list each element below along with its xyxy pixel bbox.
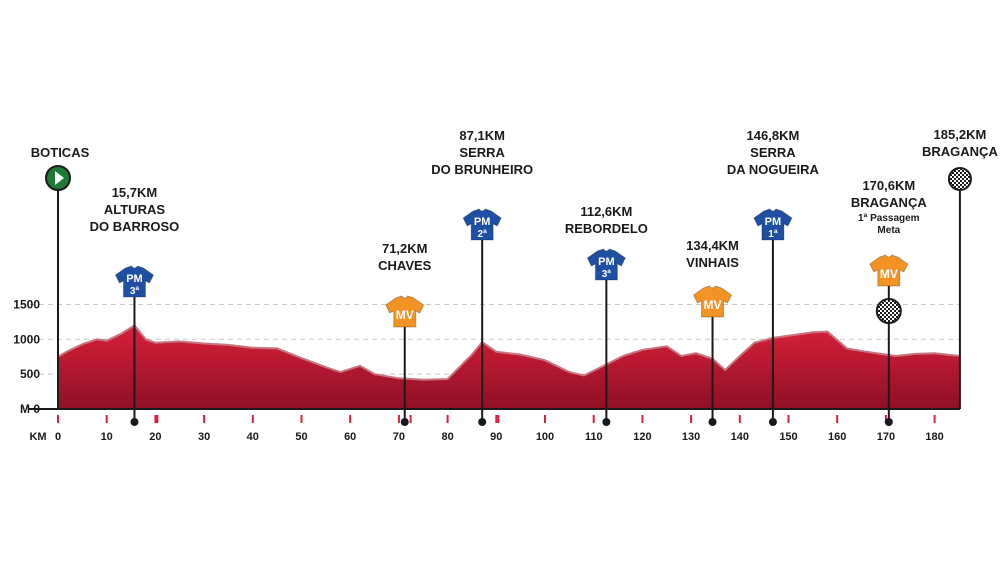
x-tick-label: 30 (198, 431, 210, 443)
start-label: BOTICAS (31, 145, 90, 160)
x-tick-label: 50 (295, 431, 307, 443)
x-tick-label: 180 (925, 431, 943, 443)
marker-km-label: 134,4KM (686, 238, 739, 253)
marker-dot (602, 418, 611, 426)
marker-name-label: VINHAIS (686, 255, 739, 270)
x-tick-label: 120 (633, 431, 651, 443)
x-tick-label: 10 (101, 431, 113, 443)
marker-km-label: 146,8KM (747, 128, 800, 143)
finish-flag-icon (947, 167, 972, 191)
sprint-jersey: MV (385, 295, 425, 328)
marker-name-label: DO BRUNHEIRO (431, 162, 533, 177)
marker-dot (884, 418, 893, 426)
x-tick-label: 60 (344, 431, 356, 443)
marker-name-label: CHAVES (378, 258, 432, 273)
marker-name-label: BRAGANÇA (851, 195, 927, 210)
marker-name-label: ALTURAS (104, 202, 165, 217)
y-tick-label: 1500 (13, 297, 40, 311)
marker-sub-label: Meta (877, 225, 900, 236)
marker-km-label: 170,6KM (862, 178, 915, 193)
jersey-label: PM (126, 273, 143, 285)
x-tick-label: 160 (828, 431, 846, 443)
marker-km-label: 87,1KM (459, 128, 505, 143)
marker-dot (768, 418, 777, 426)
jersey-category: 3ª (602, 269, 612, 280)
play-icon (55, 171, 64, 185)
marker-dot (478, 418, 487, 426)
jersey-label: MV (704, 298, 722, 312)
jersey-label: MV (396, 308, 414, 322)
jersey-icon (385, 295, 425, 328)
jersey-label: PM (765, 216, 782, 228)
jersey-category: 1ª (768, 229, 778, 240)
jersey-label: PM (598, 256, 615, 268)
finish-km-label: 185,2KM (934, 127, 987, 142)
sprint-jersey: MV (692, 285, 733, 318)
marker-sub-label: 1ª Passagem (858, 213, 920, 224)
x-tick-label: 90 (490, 431, 502, 443)
jersey-icon (586, 248, 627, 281)
y-tick-label: 1000 (13, 332, 40, 346)
x-tick-label: 20 (149, 431, 161, 443)
jersey-icon (114, 265, 155, 298)
axes: M 0 500 1000 1500 KM 0 10 20 30 40 50 60 70 80 90 100 11… (13, 297, 960, 443)
intermediate-finish-icon (875, 298, 902, 324)
marker-km-label: 71,2KM (382, 241, 428, 256)
y-tick-label: M 0 (20, 402, 40, 416)
marker-name-label: SERRA (750, 145, 796, 160)
x-tick-label: 0 (55, 431, 61, 443)
marker-dot (130, 418, 139, 426)
x-axis-label: KM (29, 431, 46, 443)
x-tick-label: 80 (441, 431, 453, 443)
marker-km-label: 15,7KM (112, 185, 158, 200)
x-tick-label: 40 (247, 431, 259, 443)
jersey-icon (753, 208, 793, 241)
jersey-category: 2ª (478, 229, 488, 240)
jersey-icon (869, 254, 909, 287)
marker-name-label: DA NOGUEIRA (727, 162, 820, 177)
marker-name-label: REBORDELO (565, 221, 648, 236)
x-tick-label: 150 (779, 431, 797, 443)
x-tick-label: 140 (731, 431, 749, 443)
marker-name-label: DO BARROSO (90, 219, 180, 234)
marker-name-label: SERRA (459, 145, 505, 160)
x-tick-label: 70 (393, 431, 405, 443)
y-tick-label: 500 (20, 367, 40, 381)
profile-outline (57, 324, 961, 381)
sprint-jersey: MV (869, 254, 909, 287)
jersey-category: 3ª (130, 286, 140, 297)
elevation-profile (57, 324, 961, 409)
x-tick-label: 110 (585, 431, 603, 443)
jersey-label: PM (474, 216, 491, 228)
jersey-label: MV (880, 267, 898, 281)
marker-km-label: 112,6KM (580, 204, 632, 219)
jersey-icon (692, 285, 733, 318)
finish-name-label: BRAGANÇA (922, 144, 998, 159)
x-tick-label: 130 (682, 431, 700, 443)
marker-dot (400, 418, 409, 426)
marker-dot (708, 418, 717, 426)
jersey-icon (462, 208, 502, 241)
x-tick-label: 170 (877, 431, 895, 443)
profile-area (58, 325, 960, 409)
x-tick-label: 100 (536, 431, 554, 443)
